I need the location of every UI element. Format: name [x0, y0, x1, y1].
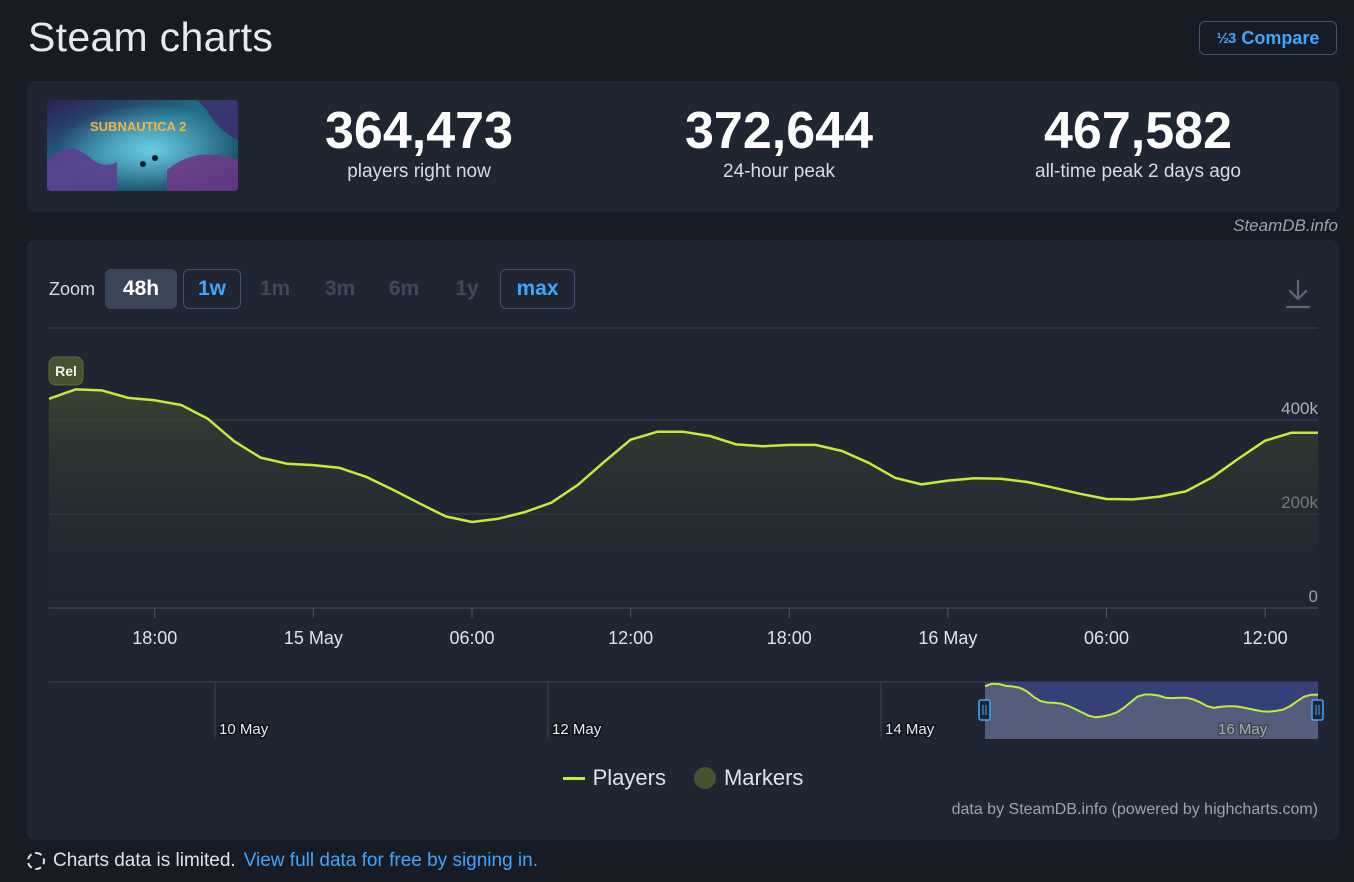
legend-markers-swatch	[693, 767, 716, 789]
x-tick-label: 12:00	[608, 628, 653, 648]
stat-24h-peak: 372,644 24-hour peak	[619, 103, 939, 183]
stat-all-time-peak-value: 467,582	[1044, 102, 1232, 160]
stat-current-label: players right now	[347, 161, 491, 182]
page-title: Steam charts	[28, 14, 274, 60]
highcharts-credit[interactable]: data by SteamDB.info (powered by highcha…	[951, 801, 1318, 818]
x-tick-label: 18:00	[767, 628, 812, 648]
zoom-1w-button[interactable]: 1w	[183, 269, 241, 309]
legend-players-swatch	[562, 776, 585, 780]
game-logo-text: SUBNAUTICA 2	[90, 119, 186, 134]
chart-panel: Zoom 48h 1w 1m 3m 6m 1y max 0200k400k 18…	[27, 240, 1339, 840]
marker-label: Rel	[55, 363, 77, 379]
chart-legend: Players Markers	[27, 765, 1339, 791]
marker-rel[interactable]: Rel	[48, 356, 84, 386]
stat-24h-peak-label: 24-hour peak	[723, 161, 835, 182]
x-tick-label: 06:00	[1084, 628, 1129, 648]
legend-players[interactable]: Players	[562, 765, 666, 791]
zoom-1y-button: 1y	[455, 277, 479, 300]
limited-data-icon	[27, 852, 45, 870]
compare-icon: ½3	[1216, 29, 1237, 47]
navigator-area	[985, 683, 1318, 739]
navigator-date-label: 14 May	[885, 721, 935, 738]
navigator-date-label: 10 May	[219, 721, 269, 738]
download-icon[interactable]	[1284, 278, 1312, 310]
legend-markers[interactable]: Markers	[693, 765, 804, 791]
navigator-left-handle[interactable]	[978, 699, 991, 721]
zoom-1m-button: 1m	[259, 277, 291, 300]
legend-players-label: Players	[592, 765, 666, 790]
stat-all-time-peak: 467,582 all-time peak 2 days ago	[978, 103, 1298, 183]
game-capsule-image[interactable]: SUBNAUTICA 2	[47, 100, 238, 191]
legend-markers-label: Markers	[723, 765, 804, 790]
stat-current-value: 364,473	[325, 102, 513, 160]
sign-in-link[interactable]: View full data for free by signing in.	[243, 850, 539, 871]
compare-button[interactable]: ½3 Compare	[1199, 21, 1337, 55]
navigator-date-label: 12 May	[552, 721, 602, 738]
zoom-label: Zoom	[49, 279, 96, 299]
stats-panel: SUBNAUTICA 2 364,473 players right now 3…	[27, 81, 1339, 212]
compare-label: Compare	[1241, 27, 1320, 48]
x-tick-label: 15 May	[284, 628, 343, 648]
players-series-line	[48, 388, 1318, 524]
y-tick-label: 400k	[1281, 399, 1318, 418]
zoom-max-button[interactable]: max	[500, 269, 575, 309]
zoom-6m-button: 6m	[388, 277, 420, 300]
zoom-48h-button[interactable]: 48h	[105, 269, 177, 309]
x-tick-label: 06:00	[449, 628, 494, 648]
navigator-right-handle[interactable]	[1311, 699, 1324, 721]
stat-all-time-peak-label: all-time peak 2 days ago	[1035, 161, 1241, 182]
footer-notice: Charts data is limited. View full data f…	[27, 850, 538, 872]
x-tick-label: 16 May	[918, 628, 977, 648]
steamdb-credit: SteamDB.info	[1233, 216, 1338, 235]
stat-current: 364,473 players right now	[259, 103, 579, 183]
x-tick-label: 12:00	[1243, 628, 1288, 648]
x-tick-label: 18:00	[132, 628, 177, 648]
x-axis-labels: 18:00 15 May 06:00 12:00 18:00 16 May 06:00 12:…	[132, 608, 1288, 648]
stat-24h-peak-value: 372,644	[685, 102, 873, 160]
footer-text: Charts data is limited.	[53, 850, 236, 871]
navigator-series-line	[984, 682, 1318, 719]
zoom-3m-button: 3m	[324, 277, 356, 300]
players-area	[49, 389, 1318, 608]
